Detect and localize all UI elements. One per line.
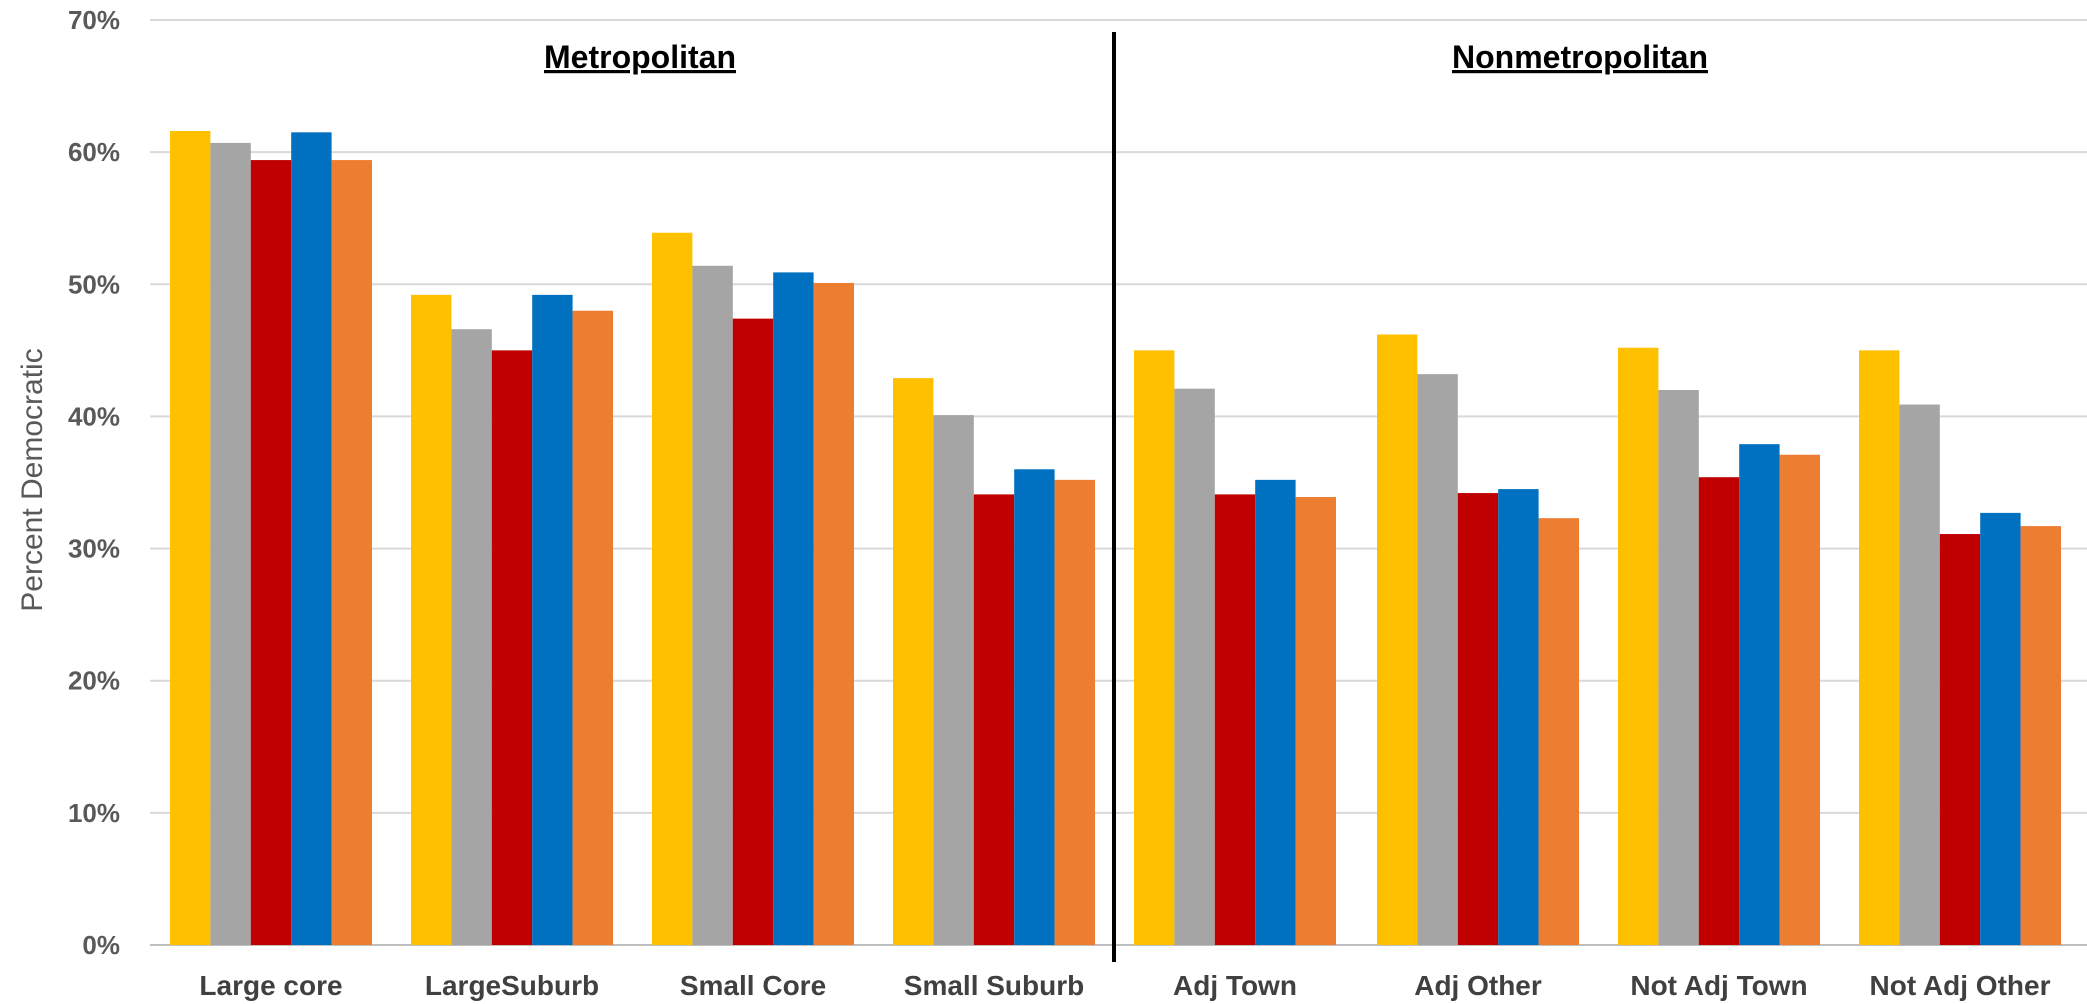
group-labels: Metropolitan Nonmetropolitan — [544, 39, 1708, 75]
x-category-label: Adj Other — [1414, 970, 1542, 1001]
bar-adj-other-series-3 — [1457, 493, 1499, 945]
bar-adj-town-series-1 — [1134, 350, 1175, 945]
y-tick-label: 40% — [68, 401, 120, 431]
bar-largesuburb-series-4 — [532, 294, 573, 945]
bar-not-adj-town-series-2 — [1658, 390, 1699, 945]
y-tick-label: 70% — [68, 5, 120, 35]
bar-not-adj-other-series-5 — [2020, 526, 2061, 945]
x-category-label: Large core — [199, 970, 342, 1001]
bar-small-suburb-series-3 — [973, 494, 1015, 945]
x-category-label: Not Adj Town — [1630, 970, 1807, 1001]
x-category-label: Small Core — [680, 970, 826, 1001]
bar-adj-town-series-3 — [1214, 494, 1256, 945]
bar-not-adj-other-series-4 — [1980, 512, 2021, 945]
bar-not-adj-other-series-2 — [1899, 404, 1940, 945]
y-tick-label: 50% — [68, 269, 120, 299]
y-tick-label: 0% — [82, 930, 120, 960]
bar-not-adj-other-series-3 — [1939, 534, 1981, 945]
y-axis-title: Percent Democratic — [16, 348, 49, 611]
bar-small-suburb-series-2 — [933, 415, 974, 945]
bar-largesuburb-series-1 — [411, 294, 452, 945]
category-labels: Large core LargeSuburb Small Core Small Sub… — [199, 970, 2050, 1001]
bar-not-adj-town-series-5 — [1779, 454, 1820, 945]
bar-not-adj-town-series-3 — [1698, 477, 1740, 945]
bar-adj-town-series-2 — [1174, 388, 1215, 945]
bar-not-adj-town-series-1 — [1618, 347, 1659, 945]
bar-largesuburb-series-3 — [491, 350, 533, 945]
bar-adj-other-series-1 — [1377, 334, 1418, 945]
x-category-label: Small Suburb — [904, 970, 1084, 1001]
y-tick-label: 30% — [68, 534, 120, 564]
bar-large-core-series-2 — [210, 142, 251, 946]
bar-small-suburb-series-1 — [893, 378, 934, 945]
bar-small-core-series-1 — [652, 232, 693, 945]
bar-small-core-series-5 — [813, 282, 854, 945]
bar-large-core-series-1 — [170, 131, 211, 945]
group-label-nonmetropolitan: Nonmetropolitan — [1452, 39, 1708, 75]
x-category-label: Not Adj Other — [1870, 970, 2051, 1001]
bar-largesuburb-series-5 — [572, 310, 613, 945]
bar-not-adj-town-series-4 — [1739, 444, 1780, 945]
bar-small-core-series-3 — [732, 318, 774, 946]
y-axis-tick-labels: 0% 10% 20% 30% 40% 50% 60% 70% — [68, 5, 120, 960]
bar-not-adj-other-series-1 — [1859, 350, 1900, 945]
bar-adj-other-series-2 — [1417, 374, 1458, 946]
group-label-metropolitan: Metropolitan — [544, 39, 736, 75]
y-tick-label: 10% — [68, 798, 120, 828]
bar-large-core-series-5 — [331, 160, 372, 946]
bar-small-core-series-4 — [773, 272, 814, 946]
x-category-label: Adj Town — [1173, 970, 1297, 1001]
bar-large-core-series-3 — [250, 160, 292, 946]
bar-small-suburb-series-5 — [1054, 479, 1095, 945]
y-tick-label: 60% — [68, 137, 120, 167]
x-category-label: LargeSuburb — [425, 970, 599, 1001]
bar-small-suburb-series-4 — [1014, 469, 1055, 945]
bar-adj-town-series-5 — [1295, 497, 1336, 945]
bars — [170, 131, 2061, 946]
bar-large-core-series-4 — [291, 132, 332, 946]
bar-adj-town-series-4 — [1255, 479, 1296, 945]
bar-largesuburb-series-2 — [451, 329, 492, 945]
y-tick-label: 20% — [68, 666, 120, 696]
bar-adj-other-series-4 — [1498, 489, 1539, 945]
bar-small-core-series-2 — [692, 265, 733, 945]
bar-adj-other-series-5 — [1538, 518, 1579, 945]
